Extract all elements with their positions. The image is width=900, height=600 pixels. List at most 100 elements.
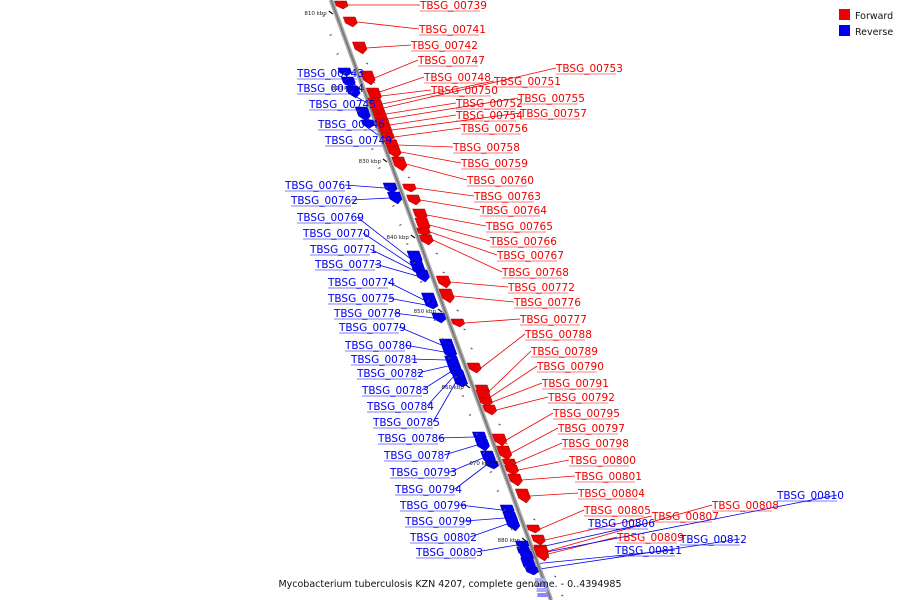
minor-tick bbox=[322, 15, 325, 17]
forward-leader-line bbox=[420, 199, 481, 211]
reverse-leader-line bbox=[387, 297, 426, 306]
minor-tick bbox=[540, 537, 543, 540]
forward-leader-line bbox=[391, 112, 521, 131]
minor-tick bbox=[329, 34, 332, 36]
reverse-gene-TBSG_00794 bbox=[484, 460, 500, 470]
forward-gene-label: TBSG_00748 bbox=[423, 72, 491, 84]
minor-tick bbox=[524, 566, 527, 568]
minor-tick bbox=[343, 72, 346, 74]
reverse-gene-label: TBSG_00784 bbox=[366, 401, 434, 413]
forward-gene-label: TBSG_00772 bbox=[507, 282, 575, 294]
label-leader-lines bbox=[285, 4, 838, 572]
forward-gene-TBSG_00801 bbox=[507, 473, 523, 487]
reverse-gene-label: TBSG_00803 bbox=[415, 547, 483, 559]
forward-leader-line bbox=[426, 214, 487, 227]
reverse-gene-label: TBSG_00761 bbox=[284, 180, 352, 192]
kbp-tick-mark bbox=[493, 460, 499, 465]
kbp-tick-mark bbox=[521, 537, 527, 542]
forward-leader-line bbox=[381, 89, 432, 97]
kbp-tick-label: 880 kbp bbox=[498, 538, 521, 544]
forward-gene-TBSG_00772 bbox=[435, 275, 452, 289]
reverse-gene-TBSG_00812 bbox=[524, 566, 540, 576]
reverse-gene-label: TBSG_00786 bbox=[377, 433, 445, 445]
reverse-gene-label: TBSG_00771 bbox=[309, 244, 377, 256]
reverse-gene-partial bbox=[535, 583, 547, 587]
forward-leader-line bbox=[374, 59, 419, 79]
minor-tick bbox=[379, 100, 383, 103]
minor-tick bbox=[510, 528, 514, 530]
genome-backbone-layer bbox=[328, 0, 554, 600]
forward-gene-label: TBSG_00742 bbox=[410, 40, 478, 52]
forward-gene-TBSG_00764 bbox=[406, 194, 421, 206]
reverse-gene-label: TBSG_00744 bbox=[296, 83, 364, 95]
forward-gene-label: TBSG_00751 bbox=[493, 76, 561, 88]
reverse-leader-line bbox=[432, 382, 456, 423]
forward-gene-label: TBSG_00800 bbox=[568, 455, 636, 467]
forward-leader-line bbox=[510, 427, 559, 454]
forward-leader-line bbox=[548, 536, 618, 555]
legend-reverse-label: Reverse bbox=[855, 27, 893, 38]
minor-tick bbox=[454, 376, 458, 378]
forward-leader-line bbox=[544, 515, 653, 541]
reverse-gene-TBSG_00787 bbox=[474, 438, 490, 452]
reverse-leader-line bbox=[416, 365, 449, 374]
forward-gene-TBSG_00797 bbox=[496, 445, 513, 461]
minor-tick bbox=[421, 214, 425, 217]
kbp-ticks: 810 kbp 820 kbp 830 kbp 840 kbp 850 kbp 860 k… bbox=[304, 5, 564, 597]
reverse-gene-label: TBSG_00785 bbox=[372, 417, 440, 429]
kbp-tick-label: 840 kbp bbox=[386, 235, 409, 241]
kbp-tick-label: 860 kbp bbox=[441, 385, 464, 391]
kbp-tick-mark bbox=[355, 85, 361, 90]
kbp-tick-label: 820 kbp bbox=[332, 86, 355, 92]
reverse-leader-line bbox=[369, 248, 414, 271]
forward-leader-line bbox=[453, 295, 515, 303]
forward-gene-TBSG_00800 bbox=[504, 464, 519, 476]
forward-gene-label: TBSG_00767 bbox=[496, 250, 564, 262]
forward-gene-TBSG_00739 bbox=[334, 0, 349, 10]
reverse-gene-label: TBSG_00787 bbox=[383, 450, 451, 462]
forward-gene-label: TBSG_00804 bbox=[577, 488, 645, 500]
forward-leader-line bbox=[383, 67, 557, 109]
minor-tick bbox=[449, 290, 452, 293]
forward-gene-label: TBSG_00741 bbox=[418, 24, 486, 36]
kbp-tick-mark bbox=[410, 234, 416, 239]
reverse-gene-TBSG_00744 bbox=[340, 76, 356, 88]
reverse-leader-line bbox=[410, 358, 447, 361]
forward-gene-label: TBSG_00791 bbox=[541, 378, 609, 390]
forward-leader-line bbox=[521, 475, 576, 481]
forward-gene-TBSG_00807 bbox=[530, 534, 546, 546]
forward-gene-label: TBSG_00807 bbox=[651, 511, 719, 523]
minor-tick bbox=[433, 319, 437, 321]
reverse-gene-TBSG_00743 bbox=[337, 67, 353, 77]
forward-gene-label: TBSG_00777 bbox=[519, 314, 587, 326]
reverse-gene-TBSG_00773 bbox=[414, 269, 430, 283]
forward-gene-TBSG_00756 bbox=[380, 132, 395, 142]
minor-tick bbox=[463, 328, 466, 331]
minor-tick bbox=[503, 509, 507, 511]
reverse-leader-line bbox=[344, 184, 385, 189]
forward-leader-line bbox=[387, 97, 519, 120]
minor-tick bbox=[526, 499, 529, 502]
forward-leader-line bbox=[489, 350, 532, 392]
minor-tick bbox=[440, 338, 444, 340]
reverse-gene-label: TBSG_00799 bbox=[404, 516, 472, 528]
reverse-gene-label: TBSG_00778 bbox=[333, 308, 401, 320]
minor-tick bbox=[419, 281, 423, 283]
forward-leader-line bbox=[492, 382, 543, 403]
forward-leader-line bbox=[398, 144, 454, 148]
minor-tick bbox=[399, 224, 402, 226]
forward-gene-label: TBSG_00753 bbox=[555, 63, 623, 75]
legend-reverse-swatch bbox=[839, 25, 850, 36]
reverse-leader-line bbox=[469, 523, 508, 538]
reverse-gene-label: TBSG_00749 bbox=[324, 135, 392, 147]
minor-tick bbox=[512, 461, 515, 464]
reverse-gene-label: TBSG_00806 bbox=[587, 518, 655, 530]
reverse-leader-line bbox=[454, 464, 487, 490]
forward-gene-label: TBSG_00792 bbox=[547, 392, 615, 404]
forward-gene-label: TBSG_00752 bbox=[455, 98, 523, 110]
minor-tick bbox=[461, 395, 465, 397]
minor-tick bbox=[553, 575, 557, 578]
reverse-leader-line bbox=[426, 376, 454, 407]
reverse-gene-label: TBSG_00769 bbox=[296, 212, 364, 224]
forward-gene-TBSG_00791 bbox=[478, 397, 494, 407]
